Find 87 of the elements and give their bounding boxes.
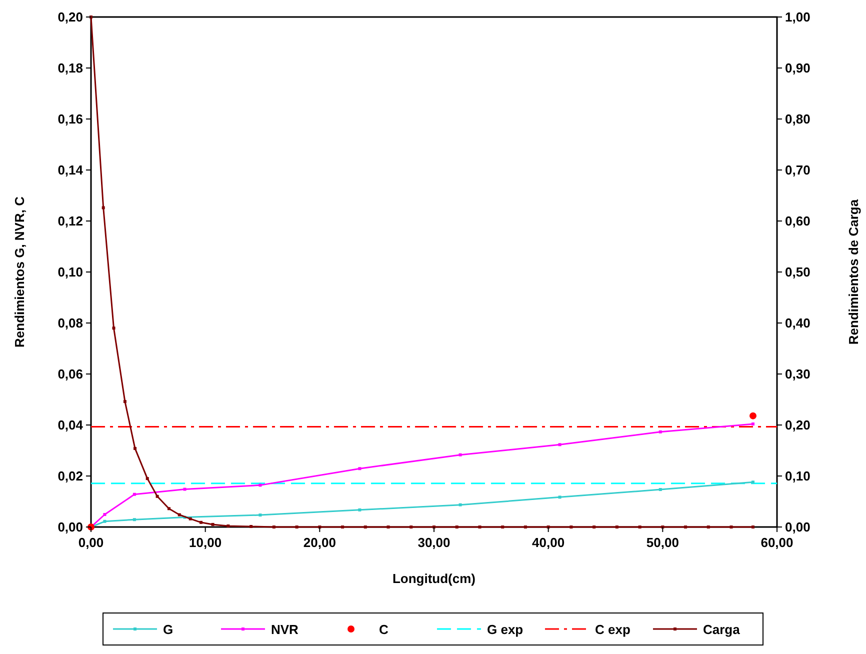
legend-label: C <box>379 622 389 637</box>
point <box>638 526 642 528</box>
point <box>132 492 136 496</box>
y2-axis-title: Rendimientos de Carga <box>846 198 861 345</box>
point <box>103 520 106 523</box>
point <box>358 467 362 470</box>
point <box>658 488 662 492</box>
legend-label: G <box>163 622 174 637</box>
point <box>386 526 390 528</box>
point <box>211 522 214 526</box>
point <box>458 503 462 506</box>
y2-tick-label: 0,40 <box>785 316 810 330</box>
y2-tick-label: 0,30 <box>785 366 810 382</box>
point <box>684 526 688 528</box>
point <box>178 513 181 516</box>
y2-tick-label: 0,50 <box>785 264 810 280</box>
point <box>295 526 298 528</box>
y-tick-label: 0,20 <box>58 10 83 24</box>
y-tick-label: 0,18 <box>58 60 83 76</box>
point <box>226 524 230 528</box>
y-tick-label: 0,14 <box>58 162 84 178</box>
point <box>358 508 362 512</box>
point <box>751 422 754 426</box>
point <box>258 484 262 487</box>
point <box>112 326 116 330</box>
y-tick-label: 0,00 <box>58 520 83 534</box>
y2-tick-label: 0,60 <box>785 214 810 228</box>
point <box>749 412 756 420</box>
y-tick-label: 0,12 <box>58 214 83 228</box>
point <box>183 488 186 491</box>
point <box>615 526 618 528</box>
point <box>250 524 253 528</box>
y-tick-label: 0,06 <box>58 366 83 382</box>
point <box>156 494 159 498</box>
y-tick-label: 0,08 <box>58 316 83 330</box>
point <box>558 496 562 499</box>
y-tick-label: 0,10 <box>58 264 83 280</box>
legend-label: NVR <box>271 622 300 637</box>
legend-label: Carga <box>703 622 741 637</box>
x-tick-label: 0,00 <box>78 535 104 550</box>
point <box>658 430 662 434</box>
x-tick-label: 10,00 <box>189 535 222 550</box>
y2-tick-label: 0,70 <box>785 162 810 178</box>
point <box>272 526 276 528</box>
x-tick-label: 50,00 <box>646 535 679 550</box>
point <box>706 526 710 528</box>
x-tick-label: 40,00 <box>532 535 565 550</box>
point <box>103 513 106 516</box>
point <box>478 526 482 528</box>
y2-tick-label: 1,00 <box>785 10 810 24</box>
point <box>558 443 562 446</box>
point <box>199 520 202 524</box>
point <box>455 526 458 528</box>
y2-tick-label: 0,80 <box>785 112 810 126</box>
point <box>592 526 596 528</box>
y2-tick-label: 0,10 <box>785 468 810 484</box>
point <box>341 526 344 528</box>
point <box>146 477 149 480</box>
point <box>458 453 462 456</box>
x-tick-label: 30,00 <box>418 535 450 550</box>
point <box>751 480 754 484</box>
y-axis-title: Rendimientos G, NVR, C <box>12 196 27 348</box>
point <box>524 526 527 528</box>
legend-label: C exp <box>595 622 630 637</box>
x-tick-label: 60,00 <box>760 535 794 550</box>
legend-label: G exp <box>487 622 524 637</box>
y-tick-label: 0,04 <box>58 418 84 432</box>
point <box>364 526 367 528</box>
point <box>132 518 136 522</box>
point <box>730 526 733 528</box>
y2-tick-label: 0,90 <box>785 60 810 76</box>
point <box>123 400 126 404</box>
x-tick-label: 20,00 <box>303 535 336 550</box>
y2-tick-label: 0,20 <box>785 418 810 432</box>
line-series <box>90 16 754 528</box>
y-tick-label: 0,16 <box>58 112 83 126</box>
point <box>410 526 413 528</box>
x-axis-title: Longitud(cm) <box>392 571 476 586</box>
point <box>188 517 192 520</box>
y-tick-label: 0,02 <box>58 468 83 484</box>
point <box>258 514 262 517</box>
y2-tick-label: 0,00 <box>785 520 810 534</box>
point <box>134 446 137 450</box>
point <box>167 507 170 510</box>
point <box>501 526 504 528</box>
point <box>570 526 573 528</box>
point <box>102 206 105 210</box>
